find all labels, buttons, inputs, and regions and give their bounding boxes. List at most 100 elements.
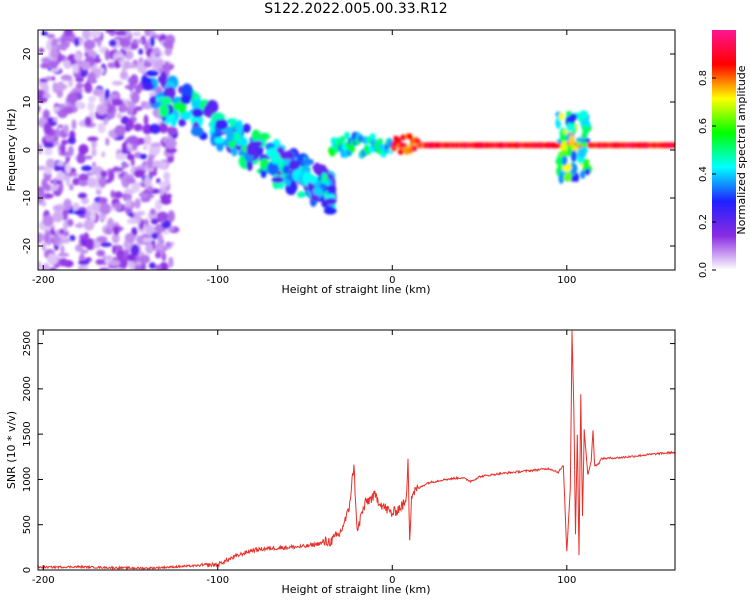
heatmap-blob [56, 171, 66, 182]
colorbar-tick-label: 0.4 [698, 166, 709, 182]
heatmap-blob [96, 249, 106, 257]
heatmap-blob [72, 177, 80, 186]
chart-title: S122.2022.005.00.33.R12 [264, 1, 448, 17]
heatmap-blob [121, 162, 130, 169]
heatmap-blob [156, 178, 161, 184]
heatmap-blob [157, 233, 164, 244]
x-tick-label: -200 [32, 275, 55, 286]
heatmap-blob [128, 64, 138, 69]
heatmap-blob [577, 147, 587, 159]
heatmap-blob [281, 151, 295, 161]
heatmap-blob [167, 210, 175, 223]
heatmap-blob [97, 122, 106, 134]
heatmap-blob [114, 30, 127, 36]
heatmap-blob [111, 98, 124, 106]
heatmap-blob [251, 129, 261, 141]
heatmap-blob [83, 39, 96, 50]
heatmap-blob [159, 71, 168, 88]
heatmap-blob [44, 233, 49, 244]
y-tick-label: 0 [22, 567, 33, 573]
heatmap-blob [78, 180, 89, 187]
heatmap-blob [133, 123, 143, 132]
heatmap-blob [66, 92, 78, 104]
heatmap-blob [165, 86, 176, 100]
heatmap-blob [40, 63, 50, 69]
heatmap-blob [108, 170, 115, 182]
heatmap-marks [38, 30, 675, 270]
heatmap-blob [568, 134, 575, 147]
heatmap-blob [143, 114, 149, 126]
heatmap-blob [43, 141, 55, 149]
heatmap-blob [191, 97, 203, 110]
heatmap-blob [312, 187, 323, 196]
heatmap-blob [65, 174, 71, 187]
heatmap-blob [130, 244, 140, 256]
heatmap-blob [60, 74, 73, 81]
heatmap-blob [81, 174, 88, 181]
heatmap-blob [111, 80, 124, 86]
heatmap-blob [112, 244, 117, 255]
heatmap-blob [561, 155, 568, 166]
heatmap-blob [302, 171, 311, 185]
heatmap-blob [225, 126, 234, 143]
heatmap-blob [104, 88, 110, 99]
heatmap-blob [55, 127, 60, 140]
heatmap-blob [150, 208, 156, 216]
heatmap-blob [127, 135, 139, 145]
heatmap-blob [158, 104, 169, 118]
heatmap-blob [138, 255, 151, 264]
heatmap-blob [135, 84, 142, 94]
heatmap-blob [313, 162, 322, 175]
heatmap-blob [130, 74, 139, 86]
heatmap-blob [63, 198, 72, 211]
y-tick-label: 0 [22, 147, 33, 153]
heatmap-blob [215, 119, 229, 130]
heatmap-blob [151, 232, 159, 240]
heatmap-blob [160, 96, 172, 106]
heatmap-blob [87, 72, 97, 84]
snr-plot-area [38, 330, 675, 570]
heatmap-blob [38, 166, 47, 171]
heatmap-blob [98, 197, 108, 204]
heatmap-blob [190, 126, 204, 137]
heatmap-blob [581, 124, 588, 131]
heatmap-blob [149, 36, 155, 48]
heatmap-blob [78, 260, 90, 266]
heatmap-blob [50, 76, 56, 81]
heatmap-blob [569, 162, 578, 175]
heatmap-blob [369, 132, 376, 141]
heatmap-blob [41, 57, 51, 64]
heatmap-blob [344, 131, 351, 140]
heatmap-blob [43, 122, 52, 135]
heatmap-blob [142, 82, 155, 91]
heatmap-blob [165, 138, 177, 149]
snr-series-line [38, 330, 675, 570]
heatmap-blob [124, 207, 131, 214]
heatmap-blob [77, 192, 88, 199]
heatmap-blob [84, 116, 92, 127]
heatmap-blob [87, 136, 99, 142]
heatmap-blob [48, 60, 61, 66]
heatmap-blob [325, 184, 337, 193]
heatmap-blob [101, 104, 109, 111]
heatmap-blob [53, 116, 58, 122]
heatmap-blob [406, 133, 413, 140]
colorbar-gradient [712, 30, 736, 270]
heatmap-x-axis-label: Height of straight line (km) [281, 283, 430, 296]
heatmap-blob [143, 61, 152, 68]
heatmap-blob [129, 212, 135, 218]
heatmap-blob [74, 223, 84, 228]
heatmap-blob [308, 175, 318, 184]
heatmap-blob [191, 108, 204, 118]
heatmap-blob [104, 48, 111, 61]
heatmap-blob [41, 242, 46, 252]
heatmap-blob [52, 204, 64, 212]
heatmap-blob [86, 171, 94, 176]
heatmap-blob [41, 263, 51, 270]
heatmap-blob [45, 158, 56, 169]
heatmap-blob [139, 153, 148, 160]
heatmap-blob [79, 249, 89, 254]
heatmap-blob [147, 186, 154, 192]
y-tick-label: 1000 [22, 467, 33, 492]
heatmap-blob [140, 100, 147, 109]
